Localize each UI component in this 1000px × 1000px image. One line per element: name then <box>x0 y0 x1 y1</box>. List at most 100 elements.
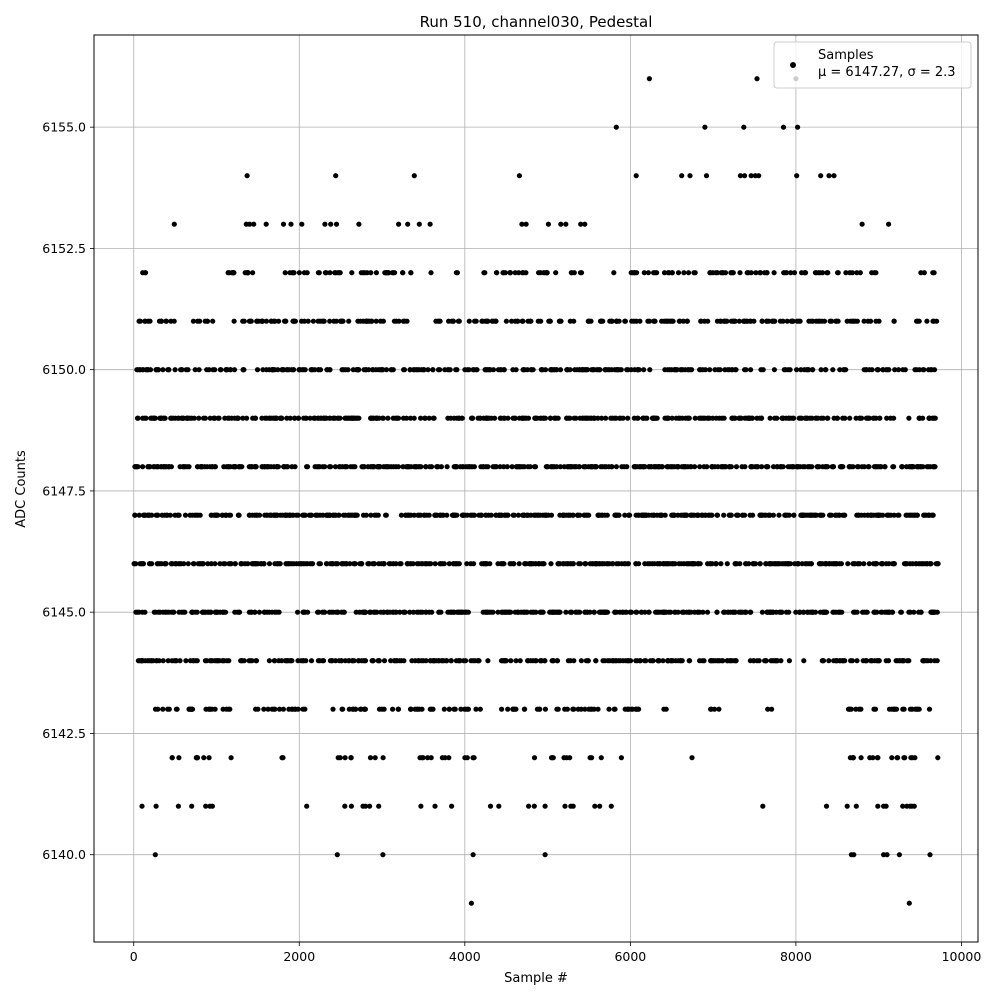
data-point <box>666 270 672 276</box>
data-point <box>741 124 747 130</box>
data-point <box>204 318 211 324</box>
data-point <box>744 270 750 276</box>
data-point <box>831 173 837 179</box>
data-point <box>391 318 397 324</box>
data-point <box>764 270 770 276</box>
data-point <box>212 415 218 421</box>
data-point <box>136 512 142 518</box>
data-point <box>342 755 348 761</box>
data-point <box>291 561 297 567</box>
data-point <box>631 464 637 470</box>
data-point <box>746 415 752 421</box>
data-point <box>742 173 748 179</box>
data-point <box>736 609 742 615</box>
data-point <box>850 464 856 470</box>
data-point <box>392 270 398 276</box>
data-point <box>286 706 292 712</box>
data-point <box>444 464 450 470</box>
data-point <box>781 367 787 373</box>
data-point <box>564 706 571 712</box>
data-point <box>398 512 404 518</box>
data-point <box>779 415 785 421</box>
data-point <box>208 561 214 567</box>
data-point <box>598 464 604 470</box>
data-point <box>664 415 670 421</box>
data-point <box>529 367 535 373</box>
data-point <box>391 658 397 664</box>
data-point <box>446 706 452 712</box>
data-point <box>588 318 594 324</box>
data-point <box>352 464 358 470</box>
data-point <box>148 415 154 421</box>
data-point <box>863 609 869 615</box>
data-point <box>729 367 735 373</box>
data-point <box>226 270 232 276</box>
data-point <box>801 512 807 518</box>
data-point <box>788 270 794 276</box>
data-point <box>542 852 548 858</box>
data-point <box>191 415 197 421</box>
data-point <box>530 658 536 664</box>
data-point <box>315 270 321 276</box>
data-point <box>182 512 189 518</box>
data-point <box>305 318 311 324</box>
data-point <box>620 658 626 664</box>
data-point <box>446 318 452 324</box>
y-tick-label: 6140.0 <box>42 847 86 862</box>
data-point <box>479 561 485 567</box>
data-point <box>857 415 863 421</box>
data-point <box>916 706 922 712</box>
data-point <box>866 561 872 567</box>
data-point <box>336 658 342 664</box>
data-point <box>268 512 274 518</box>
data-point <box>343 367 349 373</box>
data-point <box>724 561 730 567</box>
data-point <box>381 658 388 664</box>
data-point <box>381 706 387 712</box>
data-point <box>794 367 800 373</box>
data-point <box>871 512 877 518</box>
data-point <box>288 221 294 227</box>
data-point <box>181 464 187 470</box>
data-point <box>575 512 581 518</box>
data-point <box>246 318 252 324</box>
data-point <box>819 318 825 324</box>
data-point <box>249 658 255 664</box>
data-point <box>644 415 650 421</box>
data-point <box>148 658 155 664</box>
legend-stats: μ = 6147.27, σ = 2.3 <box>818 65 956 80</box>
data-point <box>418 415 424 421</box>
data-point <box>402 318 408 324</box>
y-axis-ticks: 6140.0 6142.5 6145.0 6147.5 6150.0 6152.5 6155… <box>42 120 94 862</box>
data-point <box>794 173 800 179</box>
data-point <box>385 415 391 421</box>
data-point <box>563 221 569 227</box>
data-point <box>331 318 337 324</box>
data-point <box>192 367 198 373</box>
data-point <box>244 173 250 179</box>
data-point <box>706 512 712 518</box>
data-point <box>570 512 576 518</box>
data-point <box>265 706 271 712</box>
data-point <box>689 755 695 761</box>
data-point <box>616 415 623 421</box>
data-point <box>516 173 523 179</box>
data-point <box>742 609 748 615</box>
data-point <box>408 464 414 470</box>
data-point <box>633 561 639 567</box>
data-point <box>758 367 764 373</box>
data-point <box>230 270 236 276</box>
data-point <box>912 706 919 712</box>
data-point <box>780 124 787 130</box>
data-point <box>606 706 612 712</box>
data-point <box>476 658 482 664</box>
data-point <box>425 755 431 761</box>
data-point <box>817 512 823 518</box>
data-point <box>681 561 687 567</box>
data-point <box>851 561 857 567</box>
data-point <box>567 318 573 324</box>
data-point <box>143 415 149 421</box>
data-point <box>160 706 166 712</box>
data-point <box>151 464 157 470</box>
data-point <box>791 270 798 276</box>
